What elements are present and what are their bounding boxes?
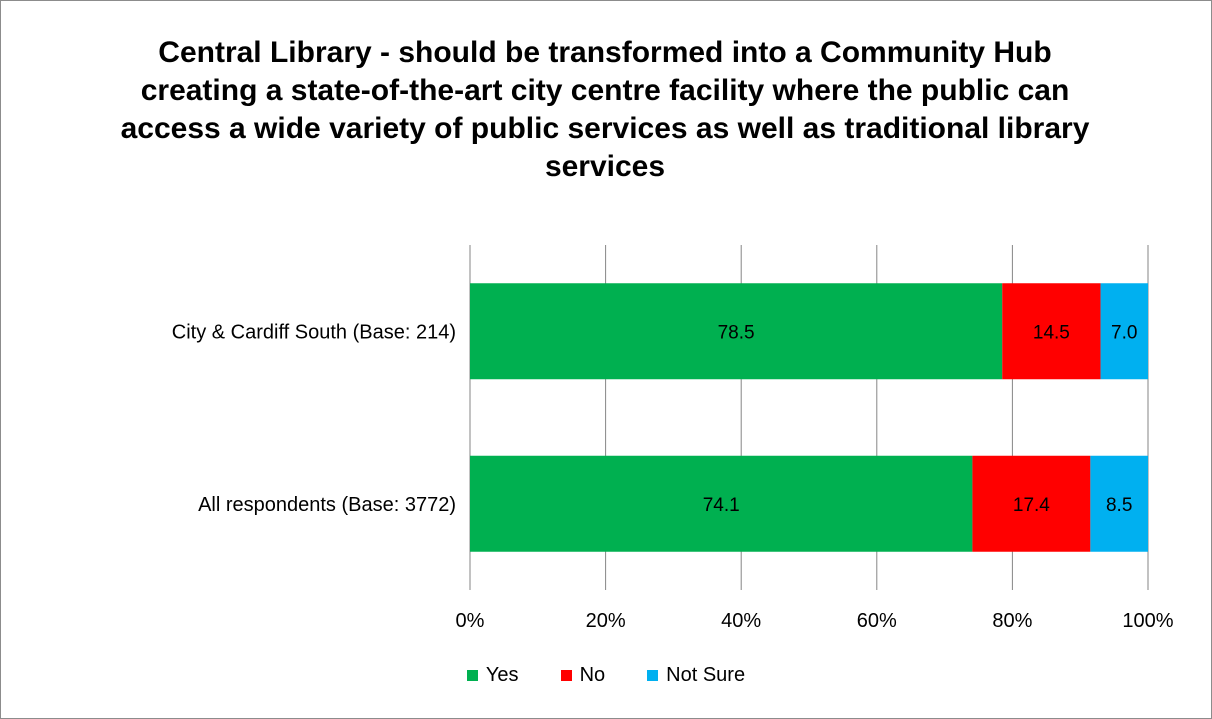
legend-swatch-yes (466, 669, 478, 681)
x-tick-label: 20% (586, 610, 626, 632)
bar-segment (1090, 455, 1148, 552)
chart-title: Central Library - should be transformed … (120, 36, 1090, 183)
bar-segment (470, 283, 1003, 380)
legend-item-not-sure: Not Sure (647, 664, 745, 687)
category-label: City & Cardiff South (Base: 214) (172, 321, 456, 343)
legend-swatch-not-sure (647, 669, 659, 681)
x-tick-label: 80% (992, 610, 1032, 632)
data-label: 8.5 (1106, 495, 1132, 516)
x-tick-label: 60% (857, 610, 897, 632)
legend-label-not-sure: Not Sure (666, 663, 746, 686)
data-label: 78.5 (718, 322, 755, 343)
data-label: 74.1 (703, 495, 740, 516)
data-label: 7.0 (1111, 322, 1137, 343)
data-label: 17.4 (1013, 495, 1050, 516)
legend-item-no: No (560, 663, 606, 687)
bar-segment (1100, 283, 1148, 380)
data-label: 14.5 (1033, 322, 1070, 343)
legend-swatch-no (560, 669, 572, 681)
category-label: All respondents (Base: 3772) (198, 494, 456, 516)
bar-segment (972, 455, 1091, 552)
bar-segment (1002, 283, 1101, 380)
x-tick-label: 100% (1122, 610, 1173, 632)
x-tick-label: 0% (456, 610, 485, 632)
legend-item-yes: Yes (466, 663, 519, 687)
x-tick-label: 40% (721, 610, 761, 632)
legend-label-yes: Yes (485, 663, 519, 686)
bar-segment (470, 455, 973, 552)
chart-legend: Yes No Not Sure (0, 660, 1212, 690)
legend-label-no: No (579, 663, 606, 686)
